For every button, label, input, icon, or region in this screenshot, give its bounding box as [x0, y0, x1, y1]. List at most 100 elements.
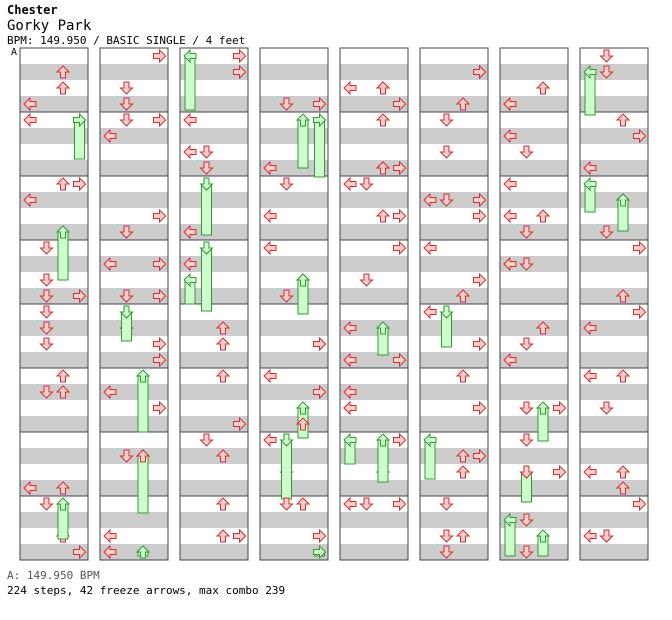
arrow-icon: [233, 48, 247, 64]
arrow-icon: [343, 80, 357, 96]
arrow-icon: [215, 529, 231, 543]
arrow-icon: [183, 144, 197, 160]
bpm-marker: A: [11, 47, 18, 58]
freeze-arrow-icon: [313, 112, 327, 128]
step-stats: 224 steps, 42 freeze arrows, max combo 2…: [7, 584, 286, 597]
arrow-icon: [503, 96, 517, 112]
freeze-arrow-icon: [439, 305, 454, 319]
freeze-body: [201, 247, 212, 312]
arrow-icon: [233, 416, 247, 432]
arrow-icon: [39, 241, 54, 255]
arrow-icon: [39, 337, 54, 351]
arrow-icon: [279, 497, 294, 511]
freeze-body: [137, 375, 149, 433]
arrow-icon: [23, 112, 37, 128]
arrow-icon: [313, 384, 327, 400]
arrow-icon: [39, 321, 54, 335]
freeze-arrow-icon: [503, 512, 517, 528]
arrow-icon: [423, 304, 437, 320]
chart-column: [579, 47, 649, 561]
freeze-arrow-icon: [199, 177, 214, 191]
arrow-icon: [503, 176, 517, 192]
arrow-icon: [73, 176, 87, 192]
arrow-icon: [375, 161, 391, 175]
arrow-icon: [39, 385, 54, 399]
arrow-icon: [553, 400, 567, 416]
arrow-icon: [519, 545, 534, 559]
arrow-icon: [343, 400, 357, 416]
arrow-icon: [633, 496, 647, 512]
freeze-arrow-icon: [375, 433, 391, 447]
arrow-icon: [599, 49, 614, 63]
chart-column: [179, 47, 249, 561]
arrow-icon: [615, 369, 631, 383]
arrow-icon: [103, 544, 117, 560]
freeze-arrow-icon: [375, 321, 391, 335]
song-title: Gorky Park: [7, 18, 92, 34]
arrow-icon: [519, 145, 534, 159]
arrow-icon: [73, 288, 87, 304]
arrow-icon: [455, 449, 471, 463]
arrow-icon: [423, 192, 437, 208]
arrow-icon: [263, 368, 277, 384]
arrow-icon: [455, 465, 471, 479]
measure-box: [499, 495, 569, 561]
arrow-icon: [439, 497, 454, 511]
arrow-icon: [343, 384, 357, 400]
arrow-icon: [583, 528, 597, 544]
arrow-icon: [295, 417, 311, 431]
arrow-icon: [439, 545, 454, 559]
arrow-icon: [583, 464, 597, 480]
arrow-icon: [535, 209, 551, 223]
arrow-icon: [599, 65, 614, 79]
arrow-icon: [473, 64, 487, 80]
chart-column: [499, 47, 569, 561]
arrow-icon: [55, 65, 71, 79]
arrow-icon: [583, 320, 597, 336]
arrow-icon: [393, 432, 407, 448]
freeze-arrow-icon: [119, 305, 134, 319]
chart-column: [339, 47, 409, 561]
arrow-icon: [519, 513, 534, 527]
freeze-arrow-icon: [55, 225, 71, 239]
arrow-icon: [599, 529, 614, 543]
arrow-icon: [503, 256, 517, 272]
arrow-icon: [393, 496, 407, 512]
freeze-arrow-icon: [423, 432, 437, 448]
measure-box: [339, 495, 409, 561]
arrow-icon: [393, 208, 407, 224]
freeze-arrow-icon: [199, 241, 214, 255]
arrow-icon: [153, 256, 167, 272]
arrow-icon: [473, 208, 487, 224]
arrow-icon: [279, 289, 294, 303]
arrow-icon: [473, 448, 487, 464]
arrow-icon: [535, 321, 551, 335]
chart-column: [19, 47, 89, 561]
arrow-icon: [119, 225, 134, 239]
arrow-icon: [183, 224, 197, 240]
arrow-icon: [263, 432, 277, 448]
arrow-icon: [153, 336, 167, 352]
arrow-icon: [153, 400, 167, 416]
arrow-icon: [103, 384, 117, 400]
arrow-icon: [199, 161, 214, 175]
arrow-icon: [39, 497, 54, 511]
freeze-arrow-icon: [343, 432, 357, 448]
measure-box: [19, 495, 89, 561]
freeze-body: [281, 439, 292, 500]
arrow-icon: [439, 529, 454, 543]
arrow-icon: [153, 208, 167, 224]
arrow-icon: [343, 320, 357, 336]
arrow-icon: [615, 465, 631, 479]
artist-name: Chester: [7, 3, 58, 17]
arrow-icon: [519, 225, 534, 239]
chart-column: [259, 47, 329, 561]
arrow-icon: [375, 81, 391, 95]
arrow-icon: [39, 273, 54, 287]
freeze-arrow-icon: [183, 48, 197, 64]
arrow-icon: [55, 385, 71, 399]
arrow-icon: [599, 401, 614, 415]
chart-column: [419, 47, 489, 561]
arrow-icon: [23, 192, 37, 208]
arrow-icon: [119, 97, 134, 111]
